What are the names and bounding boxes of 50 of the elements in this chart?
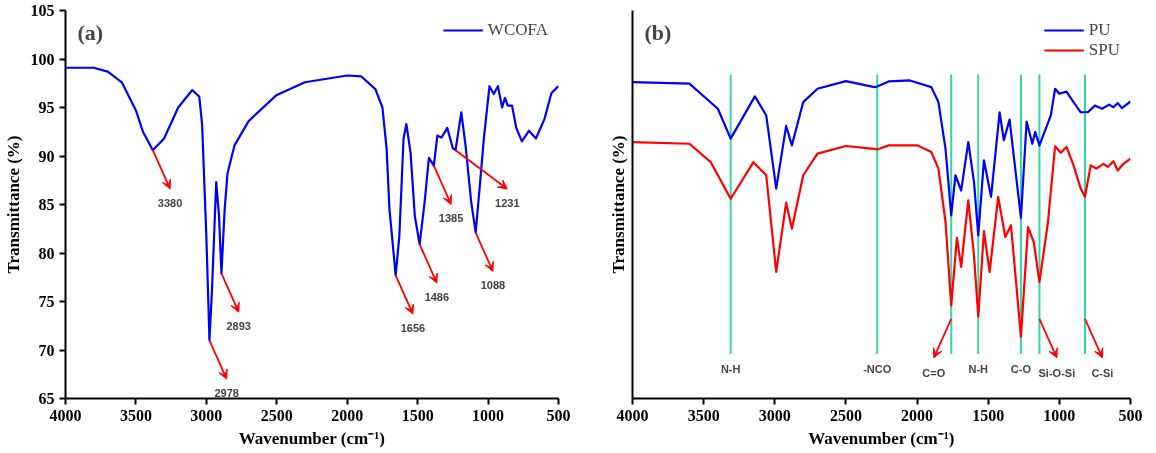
ref-line-label: N-H [968,363,989,376]
x-tick-label: 2000 [901,406,934,424]
ref-line-label: C-O [1010,363,1032,376]
legend-label: SPU [1088,40,1120,60]
chart-title: (a) [77,19,104,45]
y-tick-label: 80 [38,244,55,262]
ref-line-label: -NCO [863,363,892,376]
annotation: 1088 [480,279,506,292]
y-tick-label: 85 [38,196,55,213]
y-tick-label: 65 [38,390,55,407]
x-tick-label: 4000 [616,406,649,424]
legend-label: PU [1088,20,1111,40]
line-series [65,66,559,342]
chart-title: (b) [644,19,672,45]
y-tick-label: 70 [38,341,55,359]
x-tick-label: 500 [546,406,571,424]
annotation: 1385 [438,212,464,225]
y-tick-label: 95 [38,99,55,116]
annotation: 2978 [214,386,239,399]
y-tick-label: 90 [38,147,55,165]
x-tick-label: 1500 [972,406,1005,424]
x-tick-label: 1000 [472,406,505,424]
x-tick-label: 2500 [829,406,862,424]
x-axis-title: Wavenumber (cm⁻¹) [238,428,385,448]
x-axis-title: Wavenumber (cm⁻¹) [808,428,955,448]
legend-label: WCOFA [487,20,548,40]
x-tick-label: 1500 [401,406,434,424]
x-tick-label: 2000 [331,406,364,424]
y-axis-title: Transmittance (%) [608,135,628,274]
y-tick-label: 100 [30,50,55,68]
annotation: 1486 [424,290,450,303]
x-tick-label: 3000 [758,406,791,424]
x-tick-label: 500 [1118,406,1143,424]
annotation: C=O [922,367,946,380]
annotation: Si-O-Si [1038,367,1076,380]
x-tick-label: 4000 [49,406,82,424]
y-tick-label: 75 [38,293,55,310]
annotation: C-Si [1091,367,1114,380]
x-tick-label: 2500 [260,406,293,424]
annotation: 1231 [495,196,520,209]
y-tick-label: 105 [30,2,55,19]
x-tick-label: 1000 [1043,406,1076,424]
annotation: 3380 [157,196,183,209]
x-tick-label: 3500 [687,406,720,424]
x-tick-label: 3500 [119,406,152,424]
y-axis-title: Transmittance (%) [3,135,23,274]
ref-line-label: N-H [720,363,741,376]
x-tick-label: 3000 [190,406,223,424]
annotation: 2893 [226,319,251,332]
annotation: 1656 [400,321,426,334]
